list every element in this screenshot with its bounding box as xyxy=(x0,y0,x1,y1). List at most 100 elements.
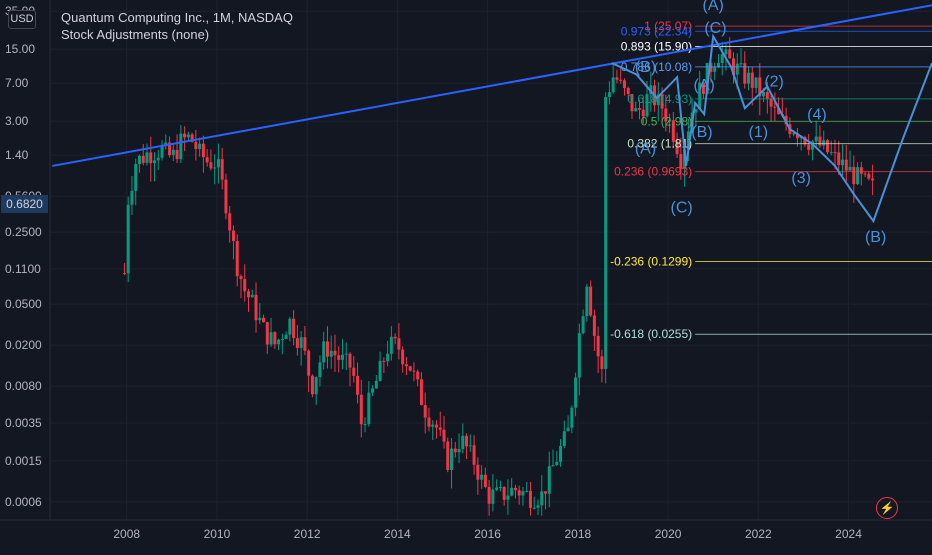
candle-body xyxy=(777,107,781,115)
candle-body xyxy=(359,394,363,425)
candle-body xyxy=(175,149,179,160)
candle-body xyxy=(453,448,457,453)
candle-body xyxy=(137,155,141,165)
candle-body xyxy=(487,486,491,504)
candle-body xyxy=(450,448,454,471)
x-tick-label: 2022 xyxy=(745,527,772,541)
candle-body xyxy=(307,350,311,376)
wave-label: (C) xyxy=(704,20,726,37)
candle-body xyxy=(577,333,581,378)
fib-retracement: 1 (25.07)0.973 (22.34) 0.893 (15.90) 0.786… xyxy=(610,19,932,341)
candle-body xyxy=(728,49,732,59)
adjustments-label[interactable]: Stock Adjustments (none) xyxy=(61,27,210,42)
candle-body xyxy=(810,141,814,150)
candle-body xyxy=(750,72,754,88)
y-tick-label: 1.40 xyxy=(5,148,29,162)
candle-body xyxy=(589,286,593,316)
wave-label: (B) xyxy=(691,124,712,141)
x-tick-label: 2016 xyxy=(474,527,501,541)
wave-label: (1) xyxy=(749,124,769,141)
candle-body xyxy=(570,407,574,428)
candle-body xyxy=(833,152,837,154)
candle-body xyxy=(675,141,679,155)
candle-body xyxy=(818,136,822,146)
candle-body xyxy=(829,152,833,154)
candle-body xyxy=(393,336,397,339)
y-tick-label: 0.1100 xyxy=(5,262,41,276)
fib-level-label: 0.786 (10.08) xyxy=(621,60,692,74)
candle-body xyxy=(337,355,341,360)
candle-body xyxy=(754,77,758,88)
candle-body xyxy=(374,380,378,389)
candle-body xyxy=(867,173,871,179)
candle-body xyxy=(622,80,626,88)
candle-body xyxy=(397,338,401,350)
candle-body xyxy=(220,159,224,180)
y-tick-label: 0.0006 xyxy=(5,495,42,509)
candle-body xyxy=(506,495,510,500)
fib-level-label: -0.236 (0.1299) xyxy=(610,254,692,268)
candle-body xyxy=(837,152,841,166)
candle-body xyxy=(235,241,239,277)
x-tick-label: 2008 xyxy=(113,527,140,541)
candle-body xyxy=(581,316,585,334)
wave-label: (A) xyxy=(635,141,656,158)
candle-body xyxy=(149,152,153,164)
candle-body xyxy=(517,490,521,496)
candle-body xyxy=(739,63,743,65)
candle-body xyxy=(671,120,675,142)
y-tick-label: 0.0035 xyxy=(5,416,42,430)
candle-body xyxy=(431,424,435,427)
candle-body xyxy=(277,339,281,345)
candle-body xyxy=(186,134,190,138)
candle-body xyxy=(134,164,138,191)
candle-body xyxy=(318,362,322,378)
candle-body xyxy=(536,505,540,508)
last-price-tag: 0.6820 xyxy=(1,195,48,213)
candle-body xyxy=(216,159,220,168)
candle-body xyxy=(254,294,258,321)
candle-body xyxy=(769,98,773,107)
candle-body xyxy=(461,435,465,449)
candle-body xyxy=(472,445,476,465)
candle-body xyxy=(513,487,517,491)
candle-body xyxy=(160,145,164,158)
candle-body xyxy=(871,178,875,181)
candle-body xyxy=(532,507,536,509)
candle-body xyxy=(427,417,431,427)
wave-label: (B) xyxy=(635,59,656,76)
wave-label: (3) xyxy=(791,170,811,187)
currency-badge[interactable]: USD xyxy=(8,10,36,29)
symbol-title[interactable]: Quantum Computing Inc., 1M, NASDAQ xyxy=(61,10,293,25)
candle-body xyxy=(273,332,277,345)
lightning-icon[interactable]: ⚡ xyxy=(876,497,898,519)
candle-body xyxy=(495,487,499,490)
candle-body xyxy=(280,339,284,341)
candle-body xyxy=(284,334,288,340)
candle-body xyxy=(408,366,412,371)
y-tick-label: 0.0080 xyxy=(5,379,42,393)
candle-body xyxy=(412,370,416,372)
candle-body xyxy=(183,133,187,138)
candle-body xyxy=(247,291,251,298)
candle-body xyxy=(386,353,390,362)
candle-body xyxy=(288,318,292,335)
candle-body xyxy=(525,490,529,492)
candle-body xyxy=(747,72,751,84)
fib-level-label: 0.382 (1.81) xyxy=(627,137,692,151)
candle-body xyxy=(705,63,709,94)
candle-body xyxy=(446,441,450,471)
candle-body xyxy=(852,166,856,185)
y-tick-label: 0.0500 xyxy=(5,297,42,311)
candle-body xyxy=(262,317,266,323)
candle-body xyxy=(574,377,578,408)
candle-body xyxy=(228,213,232,231)
y-tick-label: 0.2500 xyxy=(5,225,42,239)
candle-body xyxy=(694,109,698,113)
fib-level-label: 0.618 (4.93) xyxy=(627,92,692,106)
candle-body xyxy=(713,67,717,72)
candle-body xyxy=(604,97,608,369)
